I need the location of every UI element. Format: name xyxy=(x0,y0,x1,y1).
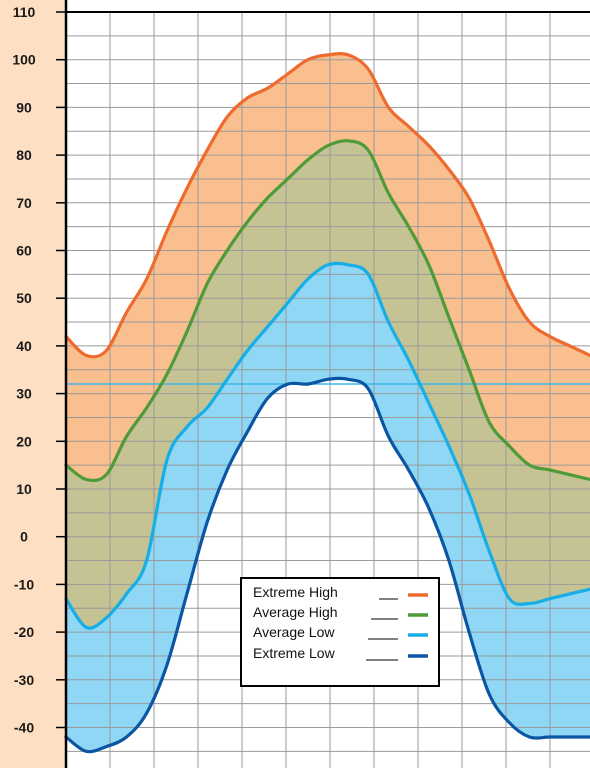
y-tick-label: -10 xyxy=(14,576,34,592)
y-tick-label: -30 xyxy=(14,672,34,688)
line-average-high xyxy=(64,139,590,483)
line-average-low xyxy=(64,261,590,630)
legend: Extreme High Average High Average Low Extre… xyxy=(240,577,440,687)
legend-label: Extreme High xyxy=(253,584,338,600)
y-tick-label: 0 xyxy=(20,529,28,545)
y-tick-label: 90 xyxy=(16,99,32,115)
y-axis-panel xyxy=(0,0,66,768)
band-average-low-to-extreme-low xyxy=(66,263,590,752)
y-tick-label: 60 xyxy=(16,243,32,259)
line-extreme-high xyxy=(64,52,590,359)
y-tick-label: 110 xyxy=(13,4,36,20)
y-tick-label: 10 xyxy=(16,481,32,497)
y-tick-label: -20 xyxy=(14,624,34,640)
y-tick-label: 100 xyxy=(12,52,36,68)
y-tick-label: 20 xyxy=(16,433,32,449)
legend-box xyxy=(240,577,440,687)
y-tick-label: 30 xyxy=(16,386,32,402)
series-lines xyxy=(64,52,590,754)
y-tick-label: 40 xyxy=(16,338,32,354)
legend-label: Average High xyxy=(253,604,338,620)
legend-label: Extreme Low xyxy=(253,645,336,661)
line-extreme-low xyxy=(64,376,590,754)
y-tick-label: 50 xyxy=(16,290,32,306)
y-tick-label: 80 xyxy=(16,147,32,163)
legend-label: Average Low xyxy=(253,624,335,640)
y-tick-label: 70 xyxy=(16,195,32,211)
y-tick-label: -40 xyxy=(14,720,34,736)
band-extreme-to-average-high xyxy=(66,53,590,481)
